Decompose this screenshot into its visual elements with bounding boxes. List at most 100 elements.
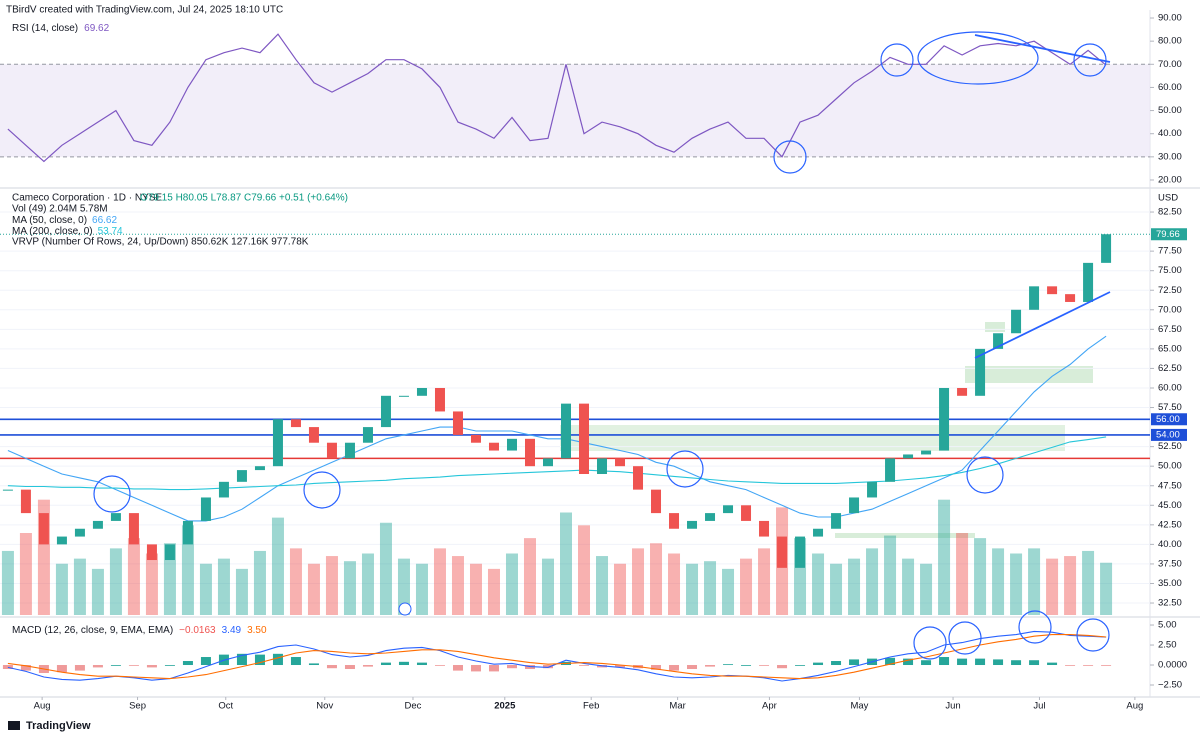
- candle: [416, 387, 427, 396]
- histogram-bar: [687, 665, 698, 670]
- legend-title: MA (200, close, 0): [12, 226, 93, 237]
- candle: [1065, 294, 1076, 302]
- y-tick-label: 67.50: [1158, 324, 1182, 335]
- legend-value: 66.62: [92, 215, 117, 226]
- histogram-bar: [362, 665, 373, 667]
- circle: [93, 475, 131, 513]
- histogram-bar: [326, 665, 337, 669]
- y-tick-label: 50.00: [1158, 105, 1182, 116]
- y-tick-label: 35.00: [1158, 578, 1182, 589]
- candle: [705, 513, 716, 521]
- y-tick-label: 62.50: [1158, 363, 1182, 374]
- volume-bar: [451, 556, 464, 615]
- volume-bar: [415, 563, 428, 615]
- x-tick-label: 2025: [494, 701, 516, 712]
- histogram-bar: [488, 665, 499, 672]
- volume-bar: [686, 563, 699, 615]
- volume-bar: [578, 525, 591, 615]
- moving-average: [7, 335, 1107, 522]
- candle: [74, 528, 85, 537]
- volume-bar: [307, 563, 320, 615]
- ma-legend: MA (200, close, 0) 53.74: [12, 226, 123, 237]
- candle: [308, 427, 319, 443]
- vrvp-readout: VRVP (Number Of Rows, 24, Up/Down) 850.6…: [12, 237, 309, 248]
- y-tick-label: 70.00: [1158, 59, 1182, 70]
- volume-bar: [902, 558, 915, 615]
- volume-bar: [632, 548, 645, 615]
- candle: [506, 438, 517, 451]
- histogram-bar: [92, 665, 103, 668]
- histogram-bar: [290, 657, 301, 666]
- volume-bar: [235, 568, 248, 615]
- y-tick-label: 70.00: [1158, 304, 1182, 315]
- candle: [831, 513, 842, 529]
- ma-legend: MA (50, close, 0) 66.62: [12, 215, 117, 226]
- candle: [795, 536, 806, 568]
- y-tick-label: 80.00: [1158, 36, 1182, 47]
- candle: [597, 458, 608, 475]
- volume-bar: [704, 561, 717, 615]
- x-tick-label: Sep: [129, 701, 146, 712]
- x-tick-label: Jun: [945, 701, 960, 712]
- histogram-bar: [110, 665, 121, 666]
- volume-bar: [217, 558, 230, 615]
- candle: [20, 489, 31, 514]
- volume-readout: Vol (49) 2.04M 5.78M: [12, 204, 108, 215]
- volume-bar: [253, 550, 266, 615]
- volume-bar: [127, 538, 140, 615]
- y-tick-label: 32.50: [1158, 598, 1182, 609]
- legend-title: RSI (14, close): [12, 23, 78, 34]
- circle: [773, 140, 807, 174]
- circle: [1018, 610, 1052, 644]
- x-tick-label: Oct: [218, 701, 233, 712]
- pane-legend: RSI (14, close) 69.62: [12, 23, 110, 34]
- histogram-bar: [1029, 660, 1040, 666]
- legend-value: −0.0163: [179, 625, 216, 636]
- candle: [164, 544, 175, 561]
- histogram-bar: [254, 654, 265, 666]
- histogram-bar: [452, 665, 463, 671]
- circle: [913, 626, 947, 660]
- histogram-bar: [2, 665, 13, 670]
- pane-legend: MACD (12, 26, close, 9, EMA, EMA) −0.0163…: [12, 625, 267, 636]
- y-tick-label: 47.50: [1158, 480, 1182, 491]
- currency: USD: [1158, 193, 1178, 204]
- candle: [182, 520, 193, 545]
- y-tick-label: 20.00: [1158, 174, 1182, 185]
- volume-bar: [523, 538, 536, 615]
- histogram-bar: [759, 665, 770, 666]
- histogram-bar: [164, 665, 175, 666]
- circle: [666, 450, 704, 488]
- volume-bar: [992, 548, 1005, 615]
- histogram-bar: [1101, 665, 1112, 666]
- volume-bar: [469, 563, 482, 615]
- volume-bar: [650, 543, 663, 615]
- candle: [56, 536, 67, 545]
- candle: [560, 403, 571, 459]
- volume-bar: [1064, 556, 1077, 615]
- y-tick-label: 0.0000: [1158, 660, 1187, 671]
- candle: [236, 470, 247, 482]
- histogram-bar: [20, 665, 31, 671]
- histogram-bar: [1083, 665, 1094, 666]
- histogram-bar: [669, 665, 680, 671]
- histogram-bar: [939, 657, 950, 666]
- volume-bar: [1028, 548, 1041, 615]
- volume-bar: [73, 558, 86, 615]
- y-tick-label: 50.00: [1158, 461, 1182, 472]
- y-tick-label: 45.00: [1158, 500, 1182, 511]
- candle: [759, 520, 770, 537]
- trend-line: [974, 291, 1111, 359]
- y-tick-label: 42.50: [1158, 519, 1182, 530]
- y-tick-label: 30.00: [1158, 151, 1182, 162]
- histogram-bar: [272, 653, 283, 666]
- y-tick-label: 77.50: [1158, 246, 1182, 257]
- volume-bar: [812, 553, 825, 615]
- candle: [957, 387, 968, 396]
- candle: [921, 450, 932, 455]
- circle: [948, 621, 982, 655]
- volume-bar: [614, 563, 627, 615]
- circle: [1076, 618, 1110, 652]
- candle: [885, 458, 896, 482]
- volume-bar: [830, 563, 843, 615]
